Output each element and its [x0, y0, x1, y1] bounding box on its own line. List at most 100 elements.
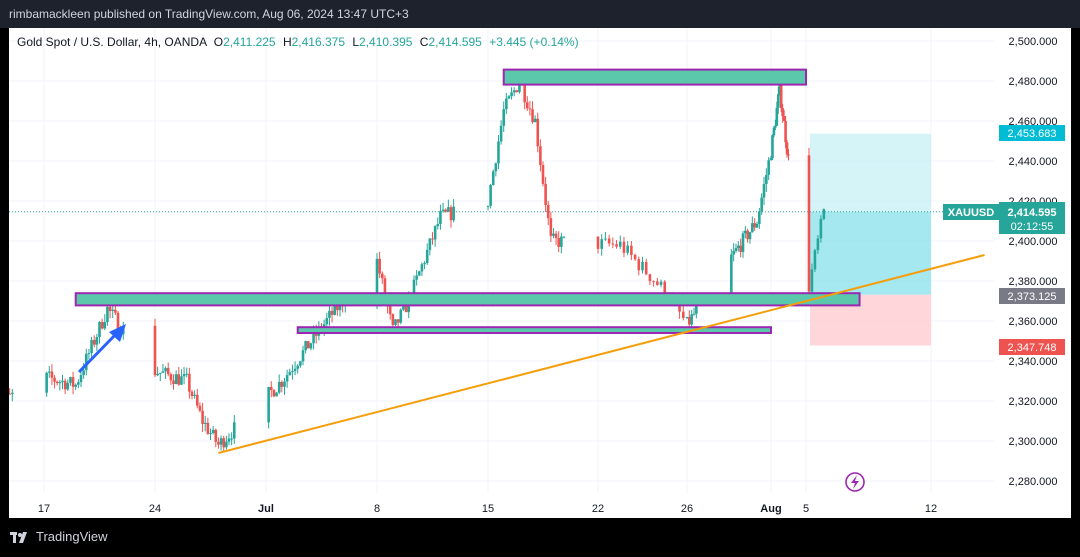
candle-up — [778, 81, 782, 95]
lightning-icon[interactable] — [845, 472, 865, 492]
price-tick-label: 2,300.000 — [1009, 436, 1058, 448]
candle-down — [644, 262, 648, 275]
candle-down — [50, 371, 54, 378]
trendline-line[interactable] — [218, 254, 985, 454]
candle-down — [607, 238, 611, 244]
candle-down — [92, 339, 96, 345]
candle-up — [375, 258, 379, 305]
chart-frame[interactable]: Gold Spot / U.S. Dollar, 4h, OANDA O2,41… — [0, 28, 1071, 518]
candle-up — [66, 382, 70, 390]
candle-up — [748, 232, 752, 240]
candle-up — [164, 367, 167, 372]
candle-up — [182, 374, 186, 377]
candle-up — [309, 343, 313, 349]
candle-up — [106, 306, 109, 323]
candle-up — [816, 238, 820, 251]
current-price: 2,414.595 — [1008, 207, 1057, 219]
candle-up — [774, 125, 777, 128]
candle-up — [626, 245, 629, 253]
candle-up — [533, 118, 537, 123]
candle-down — [169, 374, 173, 381]
candle-down — [656, 281, 659, 285]
candle-down — [681, 311, 685, 319]
svg-text:2,373.125: 2,373.125 — [1008, 291, 1057, 303]
target-area — [9, 133, 995, 346]
price-tick-label: 2,480.000 — [1009, 76, 1058, 88]
candle-down — [198, 405, 202, 411]
candle-up — [775, 107, 779, 126]
candle-down — [531, 109, 534, 123]
candle-up — [98, 321, 101, 338]
candle-up — [394, 319, 397, 325]
candle-up — [325, 317, 329, 325]
candle-down — [201, 410, 204, 425]
candle-down — [380, 273, 384, 279]
candle-down — [188, 373, 191, 392]
zone-box-3[interactable] — [296, 326, 772, 335]
candle-up — [10, 392, 14, 394]
price-chart[interactable]: Gold Spot / U.S. Dollar, 4h, OANDA O2,41… — [0, 28, 1071, 518]
candle-down — [549, 218, 553, 236]
svg-text:2,453.683: 2,453.683 — [1008, 128, 1057, 140]
candle-down — [688, 317, 691, 325]
time-axis[interactable]: 17 24 Jul 8 15 22 26 Aug 5 12 — [38, 503, 937, 515]
candle-down — [739, 245, 742, 252]
candle-up — [755, 223, 759, 228]
candle-up — [312, 331, 315, 344]
candle-up — [507, 96, 511, 99]
candle-down — [787, 154, 790, 156]
candle-up — [82, 370, 85, 376]
candle-up — [420, 264, 424, 272]
candle-down — [53, 377, 56, 382]
candle-down — [166, 367, 170, 375]
legend-open: 2,411.225 — [223, 35, 276, 49]
candle-up — [489, 185, 492, 206]
candle-up — [758, 211, 761, 224]
candle-up — [690, 314, 693, 325]
zone-box-2[interactable] — [74, 292, 861, 307]
candle-up — [560, 236, 563, 247]
legend-close: 2,414.595 — [428, 35, 482, 49]
candle-up — [562, 236, 566, 238]
candle-up — [452, 206, 455, 221]
candle-up — [402, 303, 405, 310]
candle-down — [515, 90, 519, 93]
support-resistance-zones[interactable] — [74, 68, 861, 335]
candle-down — [557, 237, 561, 247]
candle-up — [158, 372, 162, 374]
candle-down — [8, 393, 11, 395]
candle-down — [784, 121, 787, 143]
price-tick-label: 2,380.000 — [1009, 276, 1058, 288]
candle-up — [499, 125, 503, 142]
candle-up — [510, 92, 513, 97]
tradingview-brand[interactable]: TradingView — [10, 529, 108, 544]
price-axis[interactable]: 2,280.000 2,300.000 2,320.000 2,340.000 2,36… — [1009, 36, 1058, 488]
candle-down — [404, 303, 408, 313]
time-tick-label: 15 — [482, 503, 494, 515]
candle-down — [554, 233, 558, 238]
candle-down — [55, 381, 59, 384]
candle-down — [396, 319, 400, 323]
candle-up — [79, 375, 83, 383]
candle-up — [819, 218, 823, 239]
candle-up — [744, 230, 747, 234]
brand-name: TradingView — [36, 529, 108, 544]
candle-up — [74, 384, 78, 387]
time-tick-label: 24 — [149, 503, 161, 515]
candle-down — [633, 254, 637, 260]
candle-down — [663, 281, 667, 298]
candle-down — [678, 302, 681, 312]
candle-up — [267, 386, 270, 423]
candle-up — [417, 271, 421, 276]
candle-down — [753, 223, 756, 228]
candle-up — [810, 269, 814, 292]
trendline[interactable] — [218, 254, 985, 454]
candle-up — [95, 337, 99, 345]
candle-up — [283, 381, 286, 387]
legend-high: 2,416.375 — [292, 35, 346, 49]
price-tick-label: 2,360.000 — [1009, 316, 1058, 328]
candle-up — [423, 262, 426, 265]
arrow-shaft — [77, 331, 119, 374]
entry-price-badge: 2,373.125 — [999, 288, 1065, 304]
zone-box-1[interactable] — [502, 68, 807, 86]
